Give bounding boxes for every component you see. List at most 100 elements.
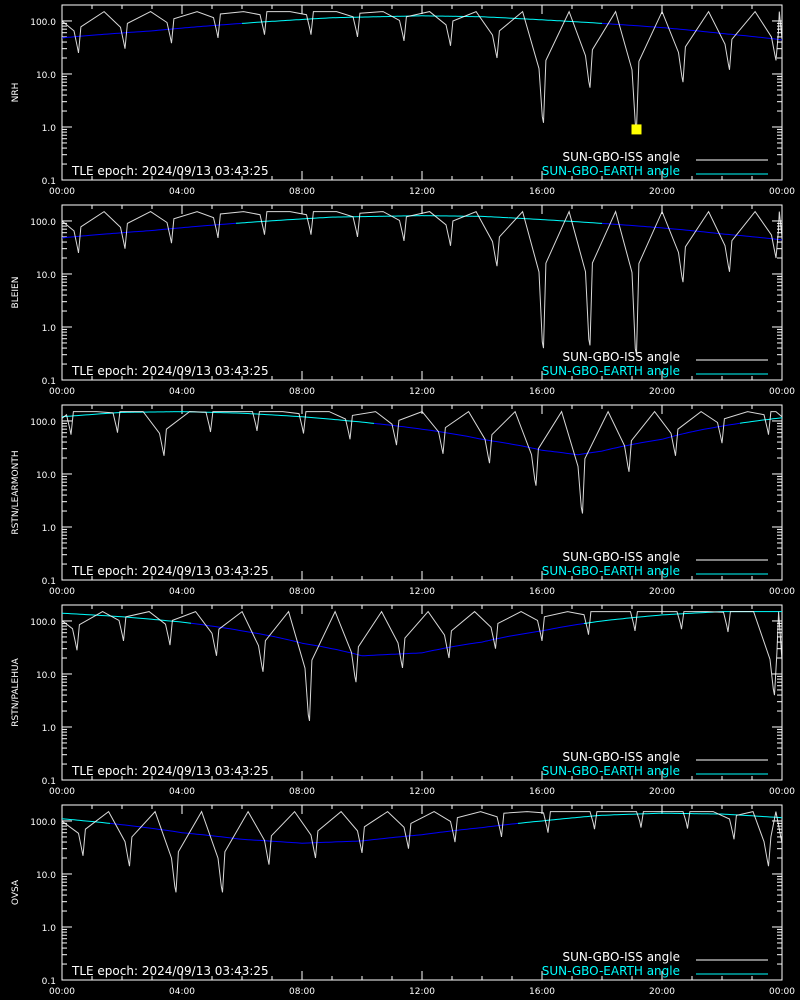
sun-gbo-earth-segment	[427, 650, 432, 652]
panel-rstn-learmonth: RSTN/LEARMONTH 0.1 1.0 10.0 100.0 00:00 04:00 0…	[11, 404, 795, 597]
sun-gbo-earth-segment	[178, 831, 183, 834]
sun-gbo-earth-segment	[718, 425, 723, 428]
x-tick-label: 00:00	[769, 587, 795, 597]
sun-gbo-earth-segment	[481, 640, 486, 643]
sun-gbo-earth-segment	[502, 442, 507, 444]
sun-gbo-earth-segment	[538, 449, 543, 451]
sun-gbo-earth-segment	[619, 445, 624, 448]
x-tick-label: 16:00	[529, 187, 555, 197]
x-tick-label: 00:00	[769, 187, 795, 197]
sun-gbo-earth-segment	[583, 452, 588, 455]
sun-gbo-earth-segment	[703, 428, 708, 430]
sun-gbo-earth-segment	[691, 430, 696, 433]
sun-gbo-earth-segment	[487, 639, 492, 642]
legend-entry-iss: SUN-GBO-ISS angle	[563, 950, 680, 964]
y-tick-label: 10.0	[36, 871, 56, 881]
sun-gbo-earth-segment	[625, 444, 630, 447]
sun-gbo-iss-curve	[61, 10, 783, 130]
legend-entry-earth: SUN-GBO-EARTH angle	[542, 564, 680, 578]
sun-gbo-earth-segment	[496, 637, 501, 640]
x-tick-label: 00:00	[769, 987, 795, 997]
sun-gbo-earth-segment	[331, 648, 336, 650]
sun-gbo-earth-segment	[571, 624, 576, 626]
sun-gbo-earth-segment	[319, 645, 324, 648]
sun-gbo-iss-curve	[61, 810, 783, 893]
sun-gbo-earth-segment	[241, 630, 246, 632]
sun-gbo-earth-segment	[262, 634, 267, 636]
sun-gbo-earth-segment	[313, 644, 318, 647]
sun-gbo-earth-segment	[292, 640, 297, 643]
sun-gbo-earth-segment	[709, 427, 714, 429]
y-tick-label: 100.0	[30, 218, 56, 228]
sun-gbo-earth-segment	[280, 637, 285, 640]
y-axis-label: NRH	[11, 83, 21, 103]
sun-gbo-earth-segment	[568, 624, 573, 627]
sun-gbo-earth-segment	[499, 441, 504, 444]
tle-epoch-label: TLE epoch: 2024/09/13 03:43:25	[71, 964, 269, 978]
sun-gbo-earth-segment	[658, 438, 663, 441]
sun-gbo-earth-segment	[511, 634, 516, 637]
sun-gbo-earth-segment	[478, 438, 483, 440]
sun-gbo-earth-segment	[523, 632, 528, 635]
x-tick-label: 12:00	[409, 987, 435, 997]
x-tick-label: 16:00	[529, 787, 555, 797]
sun-gbo-earth-segment	[322, 646, 327, 648]
sun-gbo-earth-segment	[214, 626, 219, 628]
sun-gbo-earth-segment	[223, 627, 228, 629]
sun-gbo-earth-segment	[526, 632, 531, 634]
sun-gbo-earth-segment	[520, 445, 525, 447]
x-tick-label: 20:00	[649, 987, 675, 997]
sun-gbo-earth-segment	[445, 432, 450, 434]
sun-gbo-earth-segment	[514, 634, 519, 636]
sun-gbo-earth-segment	[451, 433, 456, 435]
sun-gbo-earth-segment	[535, 630, 540, 633]
legend-entry-iss: SUN-GBO-ISS angle	[563, 550, 680, 564]
sun-gbo-earth-segment	[712, 426, 717, 429]
sun-gbo-earth-segment	[481, 438, 486, 441]
sun-gbo-earth-segment	[460, 644, 465, 646]
sun-gbo-earth-segment	[565, 625, 570, 627]
sun-gbo-earth-segment	[673, 434, 678, 437]
sun-gbo-earth-segment	[544, 629, 549, 631]
sun-gbo-earth-segment	[577, 453, 582, 456]
y-tick-label: 10.0	[36, 71, 56, 81]
x-tick-label: 20:00	[649, 387, 675, 397]
sun-gbo-earth-segment	[256, 632, 261, 635]
panel-ovsa: OVSA 0.1 1.0 10.0 100.0 00:00 04:00 08:00 12:00 1…	[11, 804, 795, 997]
sun-gbo-earth-segment	[724, 424, 729, 427]
sun-gbo-earth-segment	[553, 627, 558, 629]
sun-gbo-earth-segment	[511, 443, 516, 446]
sun-gbo-earth-segment	[487, 439, 492, 442]
sun-gbo-earth-segment	[472, 437, 477, 439]
sun-gbo-earth-segment	[253, 632, 258, 634]
y-tick-label: 0.1	[42, 577, 56, 587]
x-tick-label: 12:00	[409, 187, 435, 197]
sun-gbo-earth-segment	[550, 628, 555, 630]
sun-gbo-earth-segment	[700, 428, 705, 431]
y-tick-label: 10.0	[36, 671, 56, 681]
y-tick-label: 0.1	[42, 377, 56, 387]
sun-gbo-earth-segment	[502, 636, 507, 638]
y-tick-label: 1.0	[42, 524, 57, 534]
sun-gbo-earth-segment	[439, 648, 444, 650]
sun-gbo-earth-segment	[238, 629, 243, 632]
tle-epoch-label: TLE epoch: 2024/09/13 03:43:25	[71, 764, 269, 778]
tle-epoch-label: TLE epoch: 2024/09/13 03:43:25	[71, 164, 269, 178]
sun-gbo-earth-segment	[286, 639, 291, 641]
sun-gbo-earth-segment	[289, 639, 294, 642]
sun-gbo-earth-segment	[358, 654, 363, 657]
panel-nrh: NRH 0.1 1.0 10.0 100.0 00:00 04:00 08:00 12:00 16…	[11, 4, 795, 197]
sun-gbo-earth-segment	[601, 449, 606, 452]
sun-gbo-earth-segment	[463, 435, 468, 437]
sun-gbo-earth-segment	[430, 649, 435, 652]
legend-entry-earth: SUN-GBO-EARTH angle	[542, 764, 680, 778]
sun-gbo-earth-segment	[298, 641, 303, 644]
tle-epoch-label: TLE epoch: 2024/09/13 03:43:25	[71, 564, 269, 578]
sun-gbo-earth-segment	[580, 453, 585, 455]
x-tick-label: 00:00	[769, 787, 795, 797]
y-tick-label: 100.0	[30, 618, 56, 628]
sun-gbo-earth-segment	[637, 442, 642, 444]
sun-gbo-earth-segment	[667, 436, 672, 439]
sun-gbo-earth-segment	[352, 652, 357, 655]
sun-gbo-earth-segment	[466, 435, 471, 438]
